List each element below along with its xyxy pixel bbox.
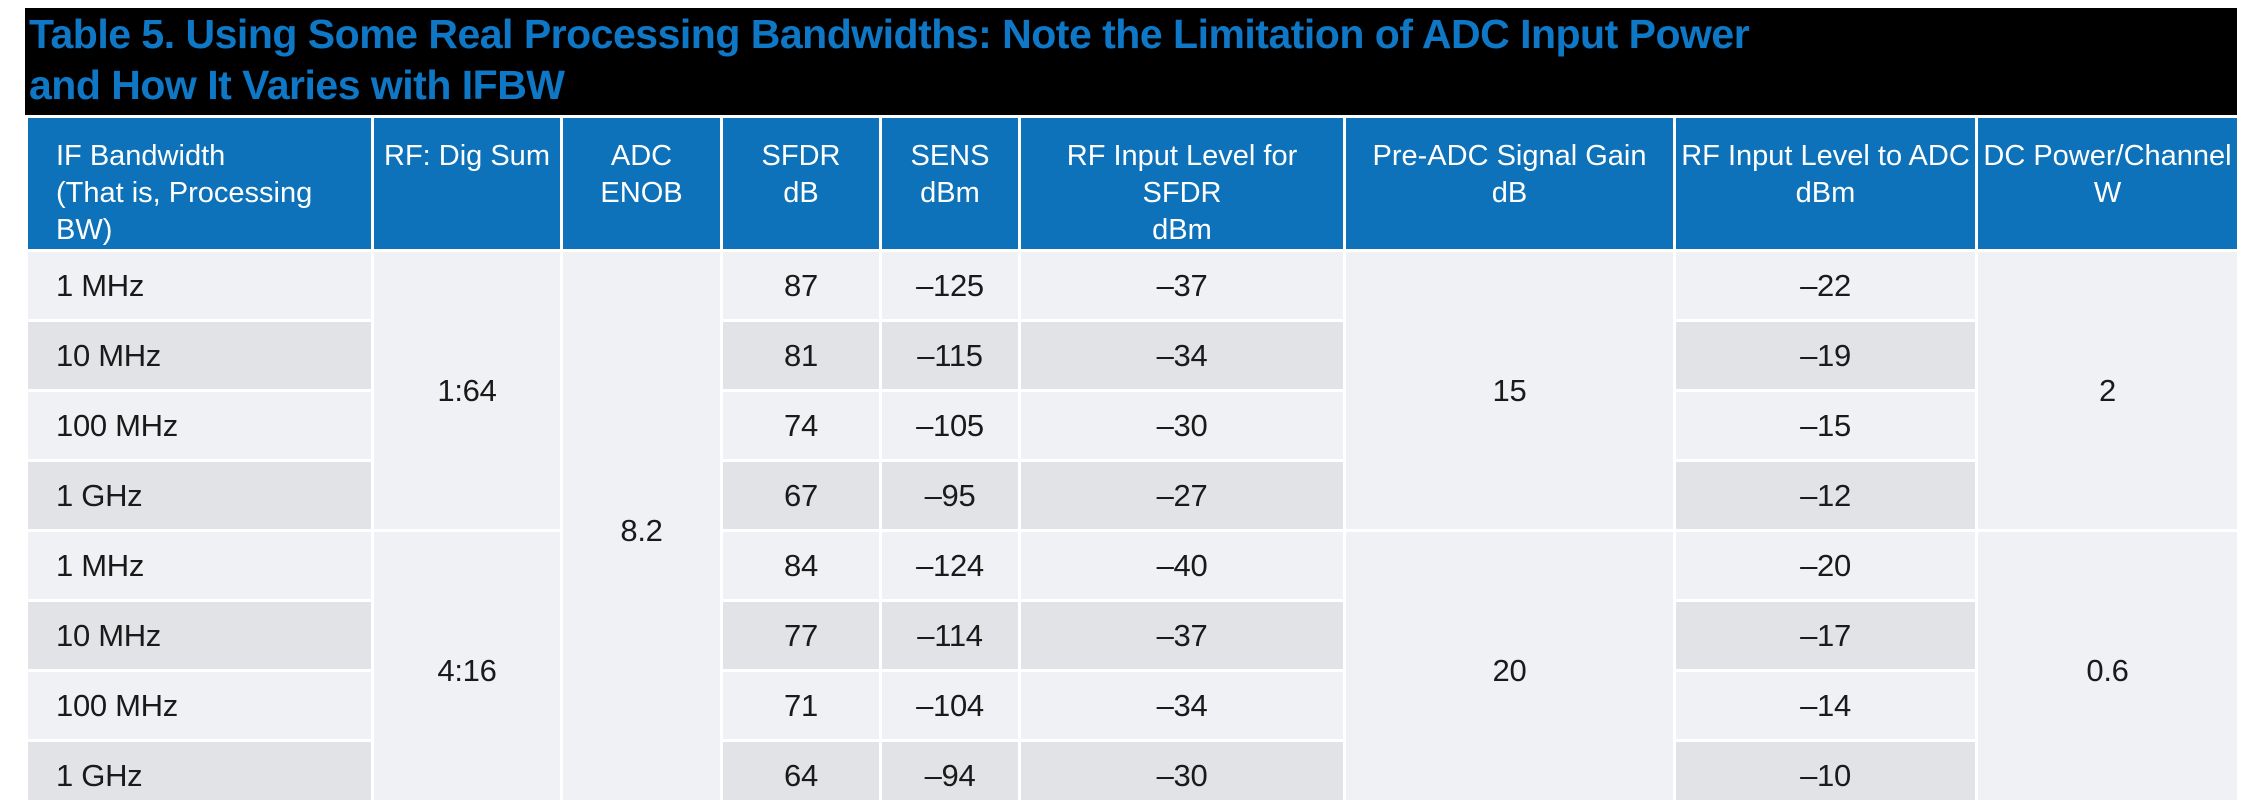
col-header-dc-power-line2: W: [2093, 177, 2122, 209]
table-row: 1 GHz 67 –95 –27 –12: [25, 459, 2239, 532]
cell-if-bandwidth: 10 MHz: [25, 599, 374, 672]
cell-sfdr: 71: [720, 669, 882, 742]
cell-rf-input-for-sfdr: –30: [1018, 389, 1346, 462]
col-header-rf-input-for-sfdr: RF Input Level for SFDR dBm: [1018, 115, 1346, 252]
cell-rf-input-for-sfdr: –34: [1018, 319, 1346, 392]
cell-sens: –94: [879, 739, 1021, 800]
cell-adc-enob: 8.2: [560, 249, 723, 800]
col-header-pre-adc-gain-line2: dB: [1491, 177, 1528, 209]
cell-rf-input-to-adc: –19: [1673, 319, 1978, 392]
cell-sens: –105: [879, 389, 1021, 462]
cell-rf-dig-sum: 1:64: [371, 249, 563, 532]
col-header-sfdr: SFDR dB: [720, 115, 882, 252]
cell-rf-input-to-adc: –20: [1673, 529, 1978, 602]
col-header-sens-line2: dBm: [920, 177, 980, 209]
col-header-sfdr-line2: dB: [783, 177, 819, 209]
cell-dc-power: 2: [1975, 249, 2240, 532]
col-header-pre-adc-gain: Pre-ADC Signal Gain dB: [1343, 115, 1676, 252]
cell-if-bandwidth: 100 MHz: [25, 389, 374, 462]
cell-dc-power: 0.6: [1975, 529, 2240, 800]
table-title-line2: and How It Varies with IFBW: [29, 62, 565, 108]
cell-sfdr: 67: [720, 459, 882, 532]
table-row: 1 MHz 4:16 84 –124 –40 20 –20 0.6: [25, 529, 2240, 800]
cell-sens: –124: [879, 529, 1021, 602]
col-header-rf-input-to-adc: RF Input Level to ADC dBm: [1673, 115, 1978, 252]
cell-rf-input-to-adc: –15: [1673, 389, 1978, 462]
col-header-sfdr-line1: SFDR: [761, 140, 841, 172]
cell-rf-input-for-sfdr: –30: [1018, 739, 1346, 800]
col-header-adc-enob-line1: ADC ENOB: [600, 140, 683, 209]
col-header-rf-input-for-sfdr-line1: RF Input Level for SFDR: [1066, 140, 1298, 209]
cell-if-bandwidth: 10 MHz: [25, 319, 374, 392]
col-header-if-bandwidth-line2: (That is, Processing BW): [56, 177, 313, 246]
table-row: 100 MHz 74 –105 –30 –15: [25, 389, 2239, 462]
table-row: 10 MHz 81 –115 –34 –19: [25, 319, 2239, 392]
col-header-sens: SENS dBm: [879, 115, 1021, 252]
col-header-adc-enob: ADC ENOB: [560, 115, 723, 252]
cell-sfdr: 81: [720, 319, 882, 392]
cell-rf-input-for-sfdr: –34: [1018, 669, 1346, 742]
cell-sens: –114: [879, 599, 1021, 672]
table-row: 1 GHz 64 –94 –30 –10: [25, 739, 2239, 800]
table-row: 1 MHz 1:64 8.2 87 –125 –37 15 –22 2: [25, 249, 2240, 800]
cell-sens: –125: [879, 249, 1021, 322]
cell-sfdr: 84: [720, 529, 882, 602]
table-row: 100 MHz 71 –104 –34 –14: [25, 669, 2239, 742]
cell-if-bandwidth: 1 GHz: [25, 459, 374, 532]
cell-sens: –104: [879, 669, 1021, 742]
table-title-band: Table 5. Using Some Real Processing Band…: [25, 8, 2237, 115]
header-row: IF Bandwidth (That is, Processing BW) RF…: [25, 115, 2240, 252]
cell-sens: –115: [879, 319, 1021, 392]
col-header-sens-line1: SENS: [910, 140, 990, 172]
cell-rf-input-to-adc: –17: [1673, 599, 1978, 672]
col-header-dc-power-line1: DC Power/Channel: [1983, 140, 2232, 172]
cell-sfdr: 74: [720, 389, 882, 462]
cell-sfdr: 64: [720, 739, 882, 800]
cell-if-bandwidth: 1 GHz: [25, 739, 374, 800]
col-header-if-bandwidth-line1: IF Bandwidth: [56, 140, 226, 172]
col-header-rf-input-to-adc-line1: RF Input Level to ADC: [1681, 140, 1970, 172]
table-row: 10 MHz 77 –114 –37 –17: [25, 599, 2239, 672]
specs-table: IF Bandwidth (That is, Processing BW) RF…: [25, 115, 2240, 800]
col-header-if-bandwidth: IF Bandwidth (That is, Processing BW): [25, 115, 374, 252]
cell-pre-adc-gain: 20: [1343, 529, 1676, 800]
cell-if-bandwidth: 1 MHz: [25, 249, 374, 322]
col-header-rf-dig-sum-line1: RF: Dig Sum: [384, 140, 550, 172]
cell-sfdr: 77: [720, 599, 882, 672]
cell-pre-adc-gain: 15: [1343, 249, 1676, 532]
col-header-rf-input-for-sfdr-line2: dBm: [1152, 214, 1212, 246]
col-header-dc-power: DC Power/Channel W: [1975, 115, 2240, 252]
cell-rf-input-for-sfdr: –37: [1018, 599, 1346, 672]
cell-rf-input-for-sfdr: –37: [1018, 249, 1346, 322]
cell-if-bandwidth: 1 MHz: [25, 529, 374, 602]
cell-rf-dig-sum: 4:16: [371, 529, 563, 800]
col-header-rf-dig-sum: RF: Dig Sum: [371, 115, 563, 252]
table-title-line1: Table 5. Using Some Real Processing Band…: [29, 11, 1750, 57]
cell-rf-input-to-adc: –10: [1673, 739, 1978, 800]
cell-rf-input-for-sfdr: –40: [1018, 529, 1346, 602]
col-header-rf-input-to-adc-line2: dBm: [1795, 177, 1856, 209]
col-header-pre-adc-gain-line1: Pre-ADC Signal Gain: [1372, 140, 1647, 172]
cell-rf-input-to-adc: –12: [1673, 459, 1978, 532]
cell-rf-input-for-sfdr: –27: [1018, 459, 1346, 532]
cell-rf-input-to-adc: –22: [1673, 249, 1978, 322]
cell-sfdr: 87: [720, 249, 882, 322]
cell-if-bandwidth: 100 MHz: [25, 669, 374, 742]
cell-sens: –95: [879, 459, 1021, 532]
cell-rf-input-to-adc: –14: [1673, 669, 1978, 742]
